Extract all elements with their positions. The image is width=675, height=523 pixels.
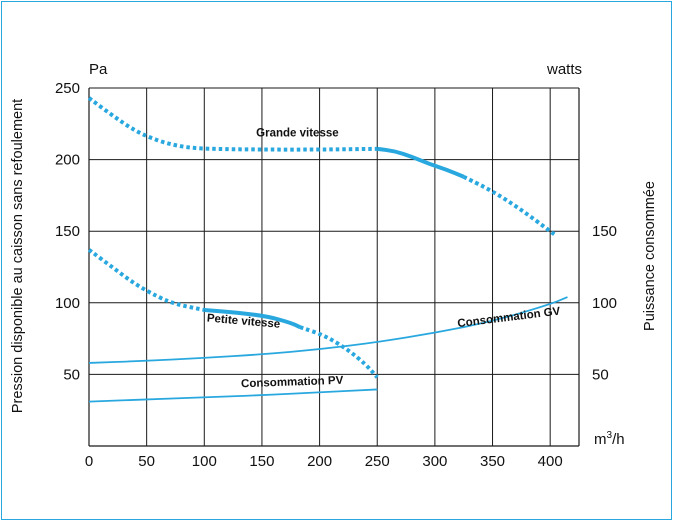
curve-label: Consommation GV <box>457 306 562 331</box>
y-right-tick-label: 150 <box>592 223 617 240</box>
y-right-axis-title: Puissance consommée <box>642 181 658 331</box>
y-left-tick-label: 50 <box>63 366 80 383</box>
series-petite-vitesse <box>87 248 379 379</box>
series-segment-dotted <box>87 248 205 312</box>
y-left-axis-title: Pression disponible au caisson sans refo… <box>10 99 26 413</box>
series-segment-dotted <box>87 96 378 152</box>
series-segment-solid <box>376 146 465 179</box>
grid-layer <box>88 87 580 447</box>
series-layer <box>87 96 568 403</box>
curve-label: Grande vitesse <box>256 128 338 140</box>
series-segment-solid <box>88 296 568 364</box>
x-tick-label: 200 <box>307 453 332 470</box>
tick-layer: 0 50 100 150 200 250 300 350 400 50 100 150 200 250 50… <box>55 80 617 470</box>
y-left-tick-label: 150 <box>55 223 80 240</box>
x-tick-label: 100 <box>192 453 217 470</box>
y-left-unit: Pa <box>89 61 108 78</box>
curve-label: Consommation PV <box>241 375 344 391</box>
x-tick-label: 350 <box>480 453 505 470</box>
series-segment-dotted <box>462 174 558 238</box>
y-left-tick-label: 100 <box>55 295 80 312</box>
curve-label: Petite vitesse <box>206 312 280 330</box>
y-left-tick-label: 200 <box>55 152 80 169</box>
y-right-tick-label: 50 <box>592 366 609 383</box>
y-right-unit: watts <box>546 61 582 78</box>
x-tick-label: 0 <box>85 453 93 470</box>
x-tick-label: 150 <box>249 453 274 470</box>
series-segment-dotted <box>299 325 379 379</box>
x-tick-label: 250 <box>365 453 390 470</box>
series-segment-solid <box>88 388 378 403</box>
x-axis-unit: m3/h <box>594 430 625 448</box>
series-consommation-gv <box>88 296 568 364</box>
y-right-tick-label: 100 <box>592 295 617 312</box>
series-consommation-pv <box>88 388 378 403</box>
series-segment-solid <box>204 307 301 329</box>
series-grande-vitesse <box>87 96 558 238</box>
x-tick-label: 300 <box>422 453 447 470</box>
x-tick-label: 50 <box>138 453 155 470</box>
x-tick-label: 400 <box>538 453 563 470</box>
y-left-tick-label: 250 <box>55 80 80 97</box>
annotation-layer: Grande vitesse Petite vitesse Consommation… <box>206 128 561 391</box>
